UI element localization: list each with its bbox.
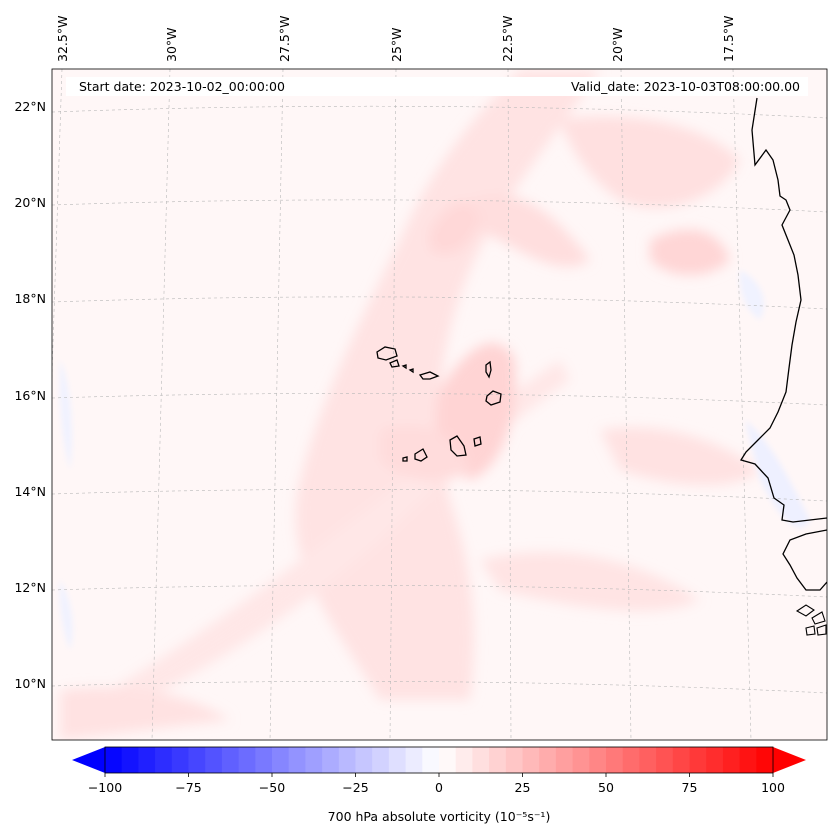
colorbar-segment xyxy=(622,747,640,773)
colorbar-segment xyxy=(205,747,223,773)
cape-verde-islands xyxy=(376,346,502,462)
lat-tick-label: 16°N xyxy=(14,388,46,403)
negative-vorticity-patches xyxy=(59,270,810,650)
lon-tick-label: 30°W xyxy=(164,27,179,62)
graticule xyxy=(52,69,827,740)
colorbar-segment xyxy=(221,747,240,773)
colorbar-segment xyxy=(672,747,690,773)
colorbar-segment xyxy=(121,747,139,773)
colorbar-segment xyxy=(188,747,206,773)
colorbar-segment xyxy=(171,747,189,773)
colorbar-segment xyxy=(388,747,407,773)
colorbar-segment xyxy=(589,747,607,773)
colorbar-segment xyxy=(572,747,590,773)
colorbar-segment xyxy=(522,747,540,773)
colorbar-tick-label: 25 xyxy=(515,780,531,795)
lon-tick-label: 22.5°W xyxy=(500,16,515,62)
valid-date-label: Valid_date: 2023-10-03T08:00:00.00 xyxy=(571,79,800,94)
colorbar-segment xyxy=(472,747,490,773)
colorbar-segment xyxy=(656,747,674,773)
colorbar-segment xyxy=(422,747,440,773)
map-frame xyxy=(51,68,828,741)
guinea-coastline xyxy=(782,529,827,591)
colorbar-segment xyxy=(606,747,624,773)
vorticity-field xyxy=(60,70,760,740)
lat-tick-label: 10°N xyxy=(14,676,46,691)
colorbar-label: 700 hPa absolute vorticity (10⁻⁵s⁻¹) xyxy=(328,809,551,824)
start-date-label: Start date: 2023-10-02_00:00:00 xyxy=(79,79,285,94)
latitude-labels: 22°N 20°N 18°N 16°N 14°N 12°N 10°N xyxy=(14,99,46,691)
colorbar-tick-label: −25 xyxy=(342,780,368,795)
colorbar-segment xyxy=(255,747,273,773)
colorbar-tick-label: 75 xyxy=(682,780,698,795)
colorbar-segment xyxy=(138,747,156,773)
colorbar-tick-label: 100 xyxy=(761,780,785,795)
colorbar-segment xyxy=(739,747,757,773)
colorbar-segment xyxy=(505,747,523,773)
colorbar-segment xyxy=(272,747,290,773)
colorbar-segment xyxy=(338,747,356,773)
colorbar-min-extend-arrow xyxy=(72,747,105,773)
colorbar-segment xyxy=(756,747,774,773)
colorbar-segment xyxy=(539,747,557,773)
colorbar-max-extend-arrow xyxy=(773,747,806,773)
colorbar-tick-label: −100 xyxy=(88,780,122,795)
colorbar-segment xyxy=(722,747,741,773)
colorbar-segment xyxy=(322,747,340,773)
colorbar: −100 −75 −50 −25 0 25 50 75 100 700 hPa absolute… xyxy=(72,746,806,824)
colorbar-segment xyxy=(489,747,507,773)
colorbar-segment xyxy=(455,747,473,773)
colorbar-segment xyxy=(155,747,173,773)
lat-tick-label: 12°N xyxy=(14,580,46,595)
colorbar-segment xyxy=(555,747,574,773)
map-area xyxy=(52,69,827,740)
colorbar-segment xyxy=(706,747,724,773)
colorbar-segment xyxy=(238,747,256,773)
colorbar-segment xyxy=(439,747,457,773)
colorbar-tick-label: 0 xyxy=(435,780,443,795)
bissagos-islands xyxy=(795,604,827,636)
colorbar-ticks: −100 −75 −50 −25 0 25 50 75 100 xyxy=(88,773,785,795)
colorbar-segment xyxy=(105,747,123,773)
colorbar-segment xyxy=(689,747,707,773)
lon-tick-label: 32.5°W xyxy=(55,16,70,62)
colorbar-segment xyxy=(372,747,390,773)
colorbar-segments xyxy=(105,747,774,773)
colorbar-segment xyxy=(405,747,423,773)
lat-tick-label: 20°N xyxy=(14,195,46,210)
lat-tick-label: 14°N xyxy=(14,484,46,499)
colorbar-tick-label: 50 xyxy=(598,780,614,795)
colorbar-segment xyxy=(355,747,373,773)
lon-tick-label: 27.5°W xyxy=(277,16,292,62)
colorbar-segment xyxy=(288,747,306,773)
colorbar-tick-label: −75 xyxy=(175,780,201,795)
lon-tick-label: 20°W xyxy=(610,27,625,62)
lat-tick-label: 22°N xyxy=(14,99,46,114)
longitude-labels: 32.5°W 30°W 27.5°W 25°W 22.5°W 20°W 17.5… xyxy=(55,16,736,62)
lon-tick-label: 17.5°W xyxy=(721,16,736,62)
lat-tick-label: 18°N xyxy=(14,291,46,306)
header-box xyxy=(66,77,808,96)
west-africa-coastline xyxy=(739,97,827,523)
lon-tick-label: 25°W xyxy=(389,27,404,62)
colorbar-tick-label: −50 xyxy=(259,780,285,795)
colorbar-segment xyxy=(639,747,657,773)
colorbar-segment xyxy=(305,747,323,773)
